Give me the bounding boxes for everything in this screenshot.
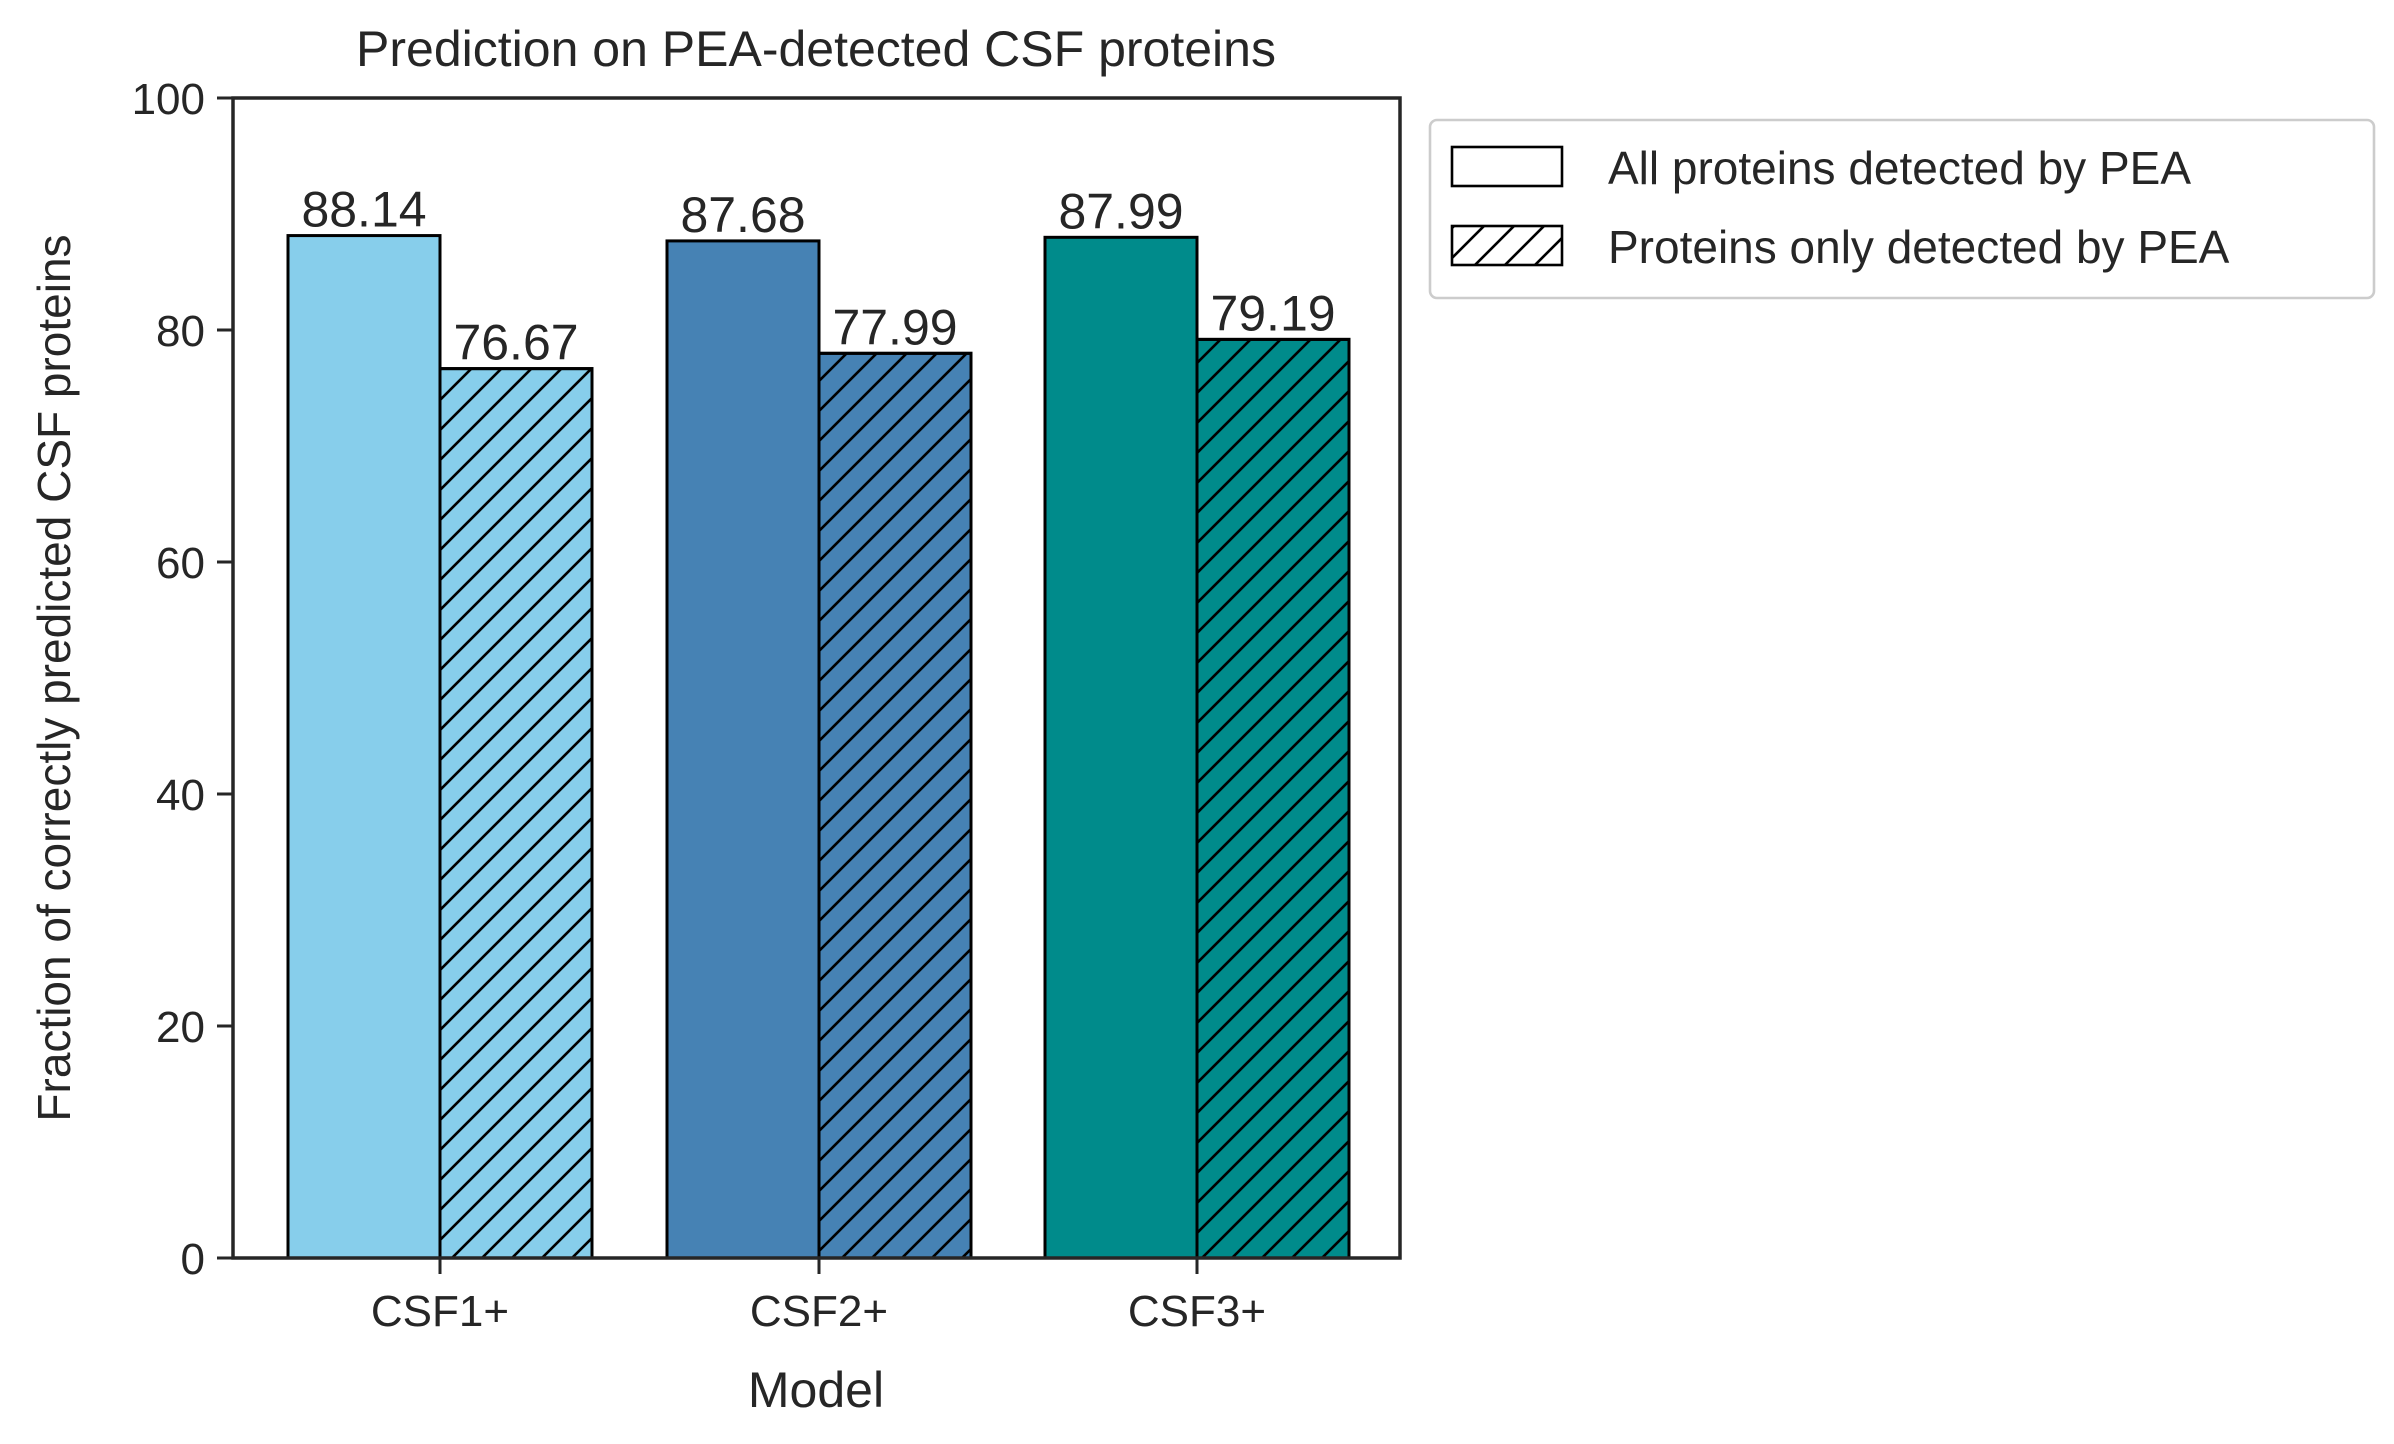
- y-tick-label: 100: [132, 75, 205, 124]
- x-axis-label: Model: [748, 1362, 884, 1418]
- bar-hatch-csf3: [1195, 337, 1351, 1260]
- bar-value-label: 87.99: [1058, 183, 1183, 239]
- legend-label-all-proteins: All proteins detected by PEA: [1608, 142, 2191, 194]
- x-tick-label: CSF2+: [750, 1287, 888, 1336]
- y-axis-label: Fraction of correctly predicted CSF prot…: [28, 234, 80, 1121]
- bar-value-label: 88.14: [301, 182, 426, 238]
- chart-title: Prediction on PEA-detected CSF proteins: [356, 21, 1276, 77]
- bar-value-labels: 88.14 76.67 87.68 77.99 87.99 79.19: [301, 182, 1335, 371]
- bar-hatch-csf2: [817, 351, 973, 1260]
- y-axis: 0 20 40 60 80 100: [132, 75, 233, 1284]
- y-tick-label: 80: [156, 307, 205, 356]
- bar-value-label: 77.99: [832, 299, 957, 355]
- bar-csf3-all: [1043, 235, 1199, 1260]
- y-tick-label: 40: [156, 771, 205, 820]
- bar-value-label: 87.68: [680, 187, 805, 243]
- y-tick-label: 20: [156, 1003, 205, 1052]
- bar-value-label: 79.19: [1210, 285, 1335, 341]
- legend-swatch-plain: [1450, 145, 1564, 188]
- bar-csf2-all: [665, 239, 821, 1260]
- bar-hatch-csf1: [438, 367, 594, 1260]
- legend-frame: [1428, 118, 2376, 300]
- legend-swatch-hatched: [1450, 224, 1564, 267]
- legend: All proteins detected by PEA Proteins on…: [1428, 118, 2376, 300]
- bar-csf1-all: [286, 234, 442, 1260]
- legend-label-pea-only: Proteins only detected by PEA: [1608, 221, 2230, 273]
- y-tick-label: 0: [181, 1235, 205, 1284]
- bars-layer: [286, 234, 1351, 1260]
- x-tick-label: CSF3+: [1128, 1287, 1266, 1336]
- x-tick-label: CSF1+: [371, 1287, 509, 1336]
- y-tick-label: 60: [156, 539, 205, 588]
- bar-value-label: 76.67: [453, 315, 578, 371]
- plot-frame: [231, 96, 1402, 1260]
- x-axis: CSF1+ CSF2+ CSF3+: [371, 1258, 1266, 1336]
